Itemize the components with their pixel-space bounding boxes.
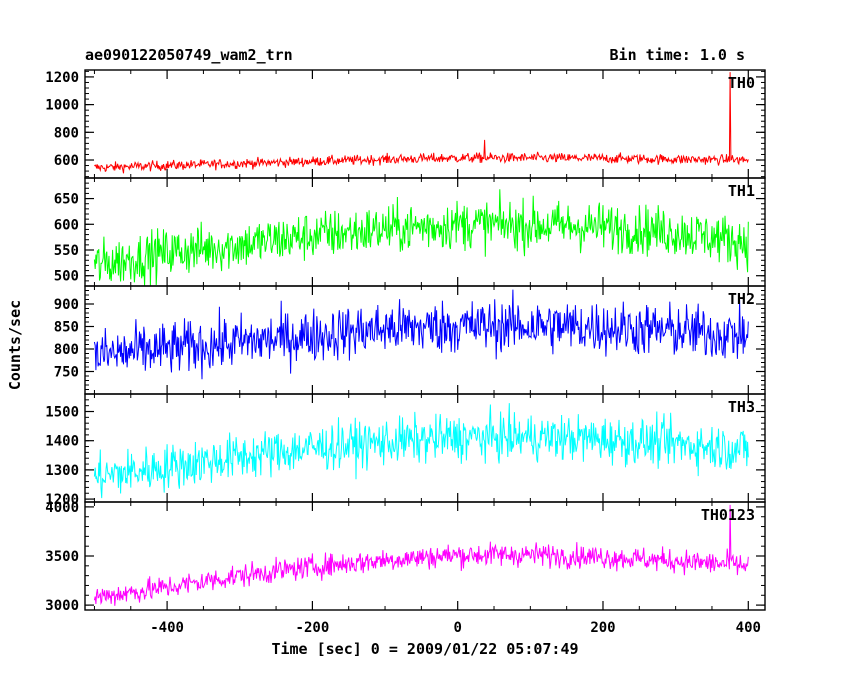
channel-label: TH1 [728, 182, 755, 200]
y-tick-label: 1200 [45, 492, 79, 508]
y-tick-label: 3500 [45, 549, 79, 565]
y-tick-label: 4000 [45, 500, 79, 516]
panel-th3: 1200 1300 1400 1500 TH3 [45, 393, 766, 508]
y-tick-label: 1000 [45, 98, 79, 114]
x-tick-label: -400 [150, 620, 184, 636]
channel-label: TH3 [728, 398, 755, 416]
series-th0123 [93, 504, 749, 606]
y-tick-label: 1400 [45, 434, 79, 450]
y-tick-label: 850 [54, 320, 79, 336]
channel-label: TH0123 [701, 506, 755, 524]
y-tick-label: 900 [54, 297, 79, 313]
y-tick-label: 3000 [45, 598, 79, 614]
panels: 600 800 1000 1200 TH0 500 550 600 650 TH1 750 800 85… [45, 69, 766, 636]
series-th1 [93, 189, 749, 286]
panel-th2: 750 800 850 900 TH2 [54, 285, 766, 395]
y-tick-label: 800 [54, 125, 79, 141]
channel-label: TH2 [728, 290, 755, 308]
panel-th0123: 3000 3500 4000 TH0123 [45, 500, 766, 614]
y-tick-label: 1300 [45, 463, 79, 479]
plot-title: ae090122050749_wam2_trn [85, 46, 293, 64]
y-tick-label: 800 [54, 342, 79, 358]
y-tick-label: 600 [54, 153, 79, 169]
series-th3 [93, 403, 749, 499]
bin-time-label: Bin time: 1.0 s [610, 46, 745, 64]
series-th0 [94, 72, 749, 174]
panel-th0: 600 800 1000 1200 TH0 [45, 69, 766, 179]
channel-label: TH0 [728, 74, 755, 92]
panel-th1: 500 550 600 650 TH1 [54, 177, 766, 287]
x-tick-label: -200 [296, 620, 330, 636]
x-tick-label: 400 [736, 620, 761, 636]
y-axis-label: Counts/sec [6, 300, 24, 390]
y-tick-label: 550 [54, 243, 79, 259]
series-th2 [93, 289, 749, 380]
x-tick-label: 200 [590, 620, 615, 636]
y-tick-label: 600 [54, 217, 79, 233]
x-tick-label: 0 [453, 620, 461, 636]
y-tick-label: 750 [54, 365, 79, 381]
y-tick-label: 650 [54, 192, 79, 208]
x-axis-label: Time [sec] 0 = 2009/01/22 05:07:49 [271, 640, 578, 658]
y-tick-label: 1500 [45, 405, 79, 421]
y-tick-label: 1200 [45, 70, 79, 86]
y-tick-label: 500 [54, 269, 79, 285]
